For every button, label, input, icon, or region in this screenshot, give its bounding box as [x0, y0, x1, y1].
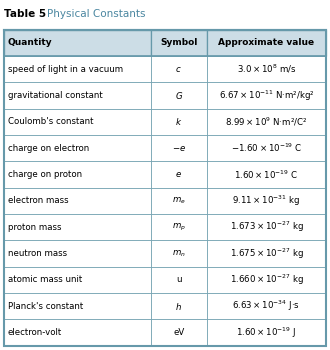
Bar — [4, 82, 150, 109]
Bar — [150, 82, 207, 109]
Bar — [150, 109, 207, 135]
Bar — [4, 135, 150, 161]
Bar — [207, 188, 326, 214]
Text: Symbol: Symbol — [160, 38, 197, 47]
Bar — [150, 30, 207, 56]
Text: electron-volt: electron-volt — [8, 328, 62, 337]
Text: Coulomb's constant: Coulomb's constant — [8, 117, 93, 126]
Bar — [207, 293, 326, 320]
Text: $6.67 \times 10^{-11}$ N·m²/kg²: $6.67 \times 10^{-11}$ N·m²/kg² — [218, 88, 314, 103]
Bar — [4, 30, 150, 56]
Text: $k$: $k$ — [175, 116, 182, 127]
Bar — [207, 214, 326, 240]
Bar — [150, 240, 207, 267]
Text: gravitational constant: gravitational constant — [8, 91, 103, 100]
Text: $3.0 \times 10^{8}$ m/s: $3.0 \times 10^{8}$ m/s — [237, 63, 296, 75]
Text: $G$: $G$ — [175, 90, 183, 101]
Bar — [207, 267, 326, 293]
Bar — [4, 161, 150, 188]
Bar — [150, 56, 207, 82]
Bar — [207, 320, 326, 346]
Text: Table 5: Table 5 — [4, 9, 46, 19]
Text: $h$: $h$ — [175, 301, 182, 312]
Text: charge on proton: charge on proton — [8, 170, 82, 179]
Bar — [150, 320, 207, 346]
Text: speed of light in a vacuum: speed of light in a vacuum — [8, 65, 123, 74]
Bar — [4, 240, 150, 267]
Bar — [4, 188, 150, 214]
Bar — [207, 109, 326, 135]
Bar — [4, 56, 150, 82]
Bar — [207, 240, 326, 267]
Text: atomic mass unit: atomic mass unit — [8, 275, 82, 285]
Text: Physical Constants: Physical Constants — [47, 9, 145, 19]
Text: eV: eV — [173, 328, 184, 337]
Text: $1.673 \times 10^{-27}$ kg: $1.673 \times 10^{-27}$ kg — [230, 220, 303, 235]
Text: $6.63 \times 10^{-34}$ J·s: $6.63 \times 10^{-34}$ J·s — [233, 299, 300, 314]
Text: $1.660 \times 10^{-27}$ kg: $1.660 \times 10^{-27}$ kg — [230, 273, 303, 287]
Text: $8.99 \times 10^{9}$ N·m²/C²: $8.99 \times 10^{9}$ N·m²/C² — [225, 116, 308, 128]
Text: neutron mass: neutron mass — [8, 249, 67, 258]
Bar — [150, 214, 207, 240]
Bar — [207, 135, 326, 161]
Bar — [150, 267, 207, 293]
Bar — [4, 214, 150, 240]
Text: $m_n$: $m_n$ — [172, 248, 185, 259]
Text: electron mass: electron mass — [8, 196, 69, 205]
Bar — [150, 188, 207, 214]
Bar — [150, 135, 207, 161]
Text: $c$: $c$ — [175, 65, 182, 74]
Text: proton mass: proton mass — [8, 223, 61, 232]
Text: u: u — [176, 275, 182, 285]
Text: $e$: $e$ — [175, 170, 182, 179]
Bar — [207, 161, 326, 188]
Text: $1.60 \times 10^{-19}$ C: $1.60 \times 10^{-19}$ C — [234, 168, 299, 181]
Bar — [207, 56, 326, 82]
Text: $m_e$: $m_e$ — [172, 196, 185, 206]
Bar — [207, 30, 326, 56]
Text: $1.60 \times 10^{-19}$ J: $1.60 \times 10^{-19}$ J — [236, 326, 297, 340]
Text: Planck's constant: Planck's constant — [8, 302, 83, 311]
Text: charge on electron: charge on electron — [8, 144, 89, 153]
Text: $-e$: $-e$ — [172, 144, 186, 153]
Bar — [4, 293, 150, 320]
Text: Quantity: Quantity — [8, 38, 52, 47]
Text: $1.675 \times 10^{-27}$ kg: $1.675 \times 10^{-27}$ kg — [230, 246, 303, 261]
Bar — [150, 293, 207, 320]
Text: $9.11 \times 10^{-31}$ kg: $9.11 \times 10^{-31}$ kg — [232, 194, 301, 208]
Bar — [4, 320, 150, 346]
Bar — [4, 109, 150, 135]
Text: Approximate value: Approximate value — [218, 38, 314, 47]
Bar — [207, 82, 326, 109]
Text: $-1.60 \times 10^{-19}$ C: $-1.60 \times 10^{-19}$ C — [231, 142, 302, 154]
Text: $m_p$: $m_p$ — [172, 222, 186, 233]
Bar — [150, 161, 207, 188]
Bar — [4, 267, 150, 293]
